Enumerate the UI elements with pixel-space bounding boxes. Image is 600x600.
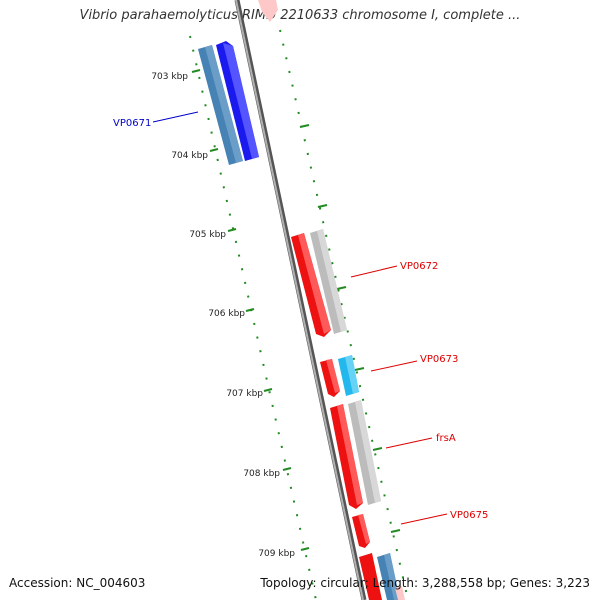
callout-line-frsa	[385, 437, 433, 449]
outer-major-tick	[317, 204, 328, 208]
major-tick	[245, 308, 255, 312]
callout-line-vp0672	[350, 265, 398, 278]
cds-frsa-shade	[337, 404, 363, 505]
ruler-label: 707 kbp	[226, 389, 263, 399]
ruler-label: 703 kbp	[151, 72, 188, 82]
backbone-highlight	[235, 0, 364, 600]
major-tick	[282, 467, 292, 471]
feature-bottom-pale	[395, 586, 405, 600]
feature-gray-vp0672-shade	[317, 229, 347, 332]
gene-label-vp0672[interactable]: VP0672	[400, 261, 438, 272]
major-tick	[191, 69, 201, 73]
ruler-label: 708 kbp	[243, 469, 280, 479]
feature-cyan-shade	[345, 355, 359, 394]
major-tick	[227, 228, 237, 232]
cds-vp0672-shade	[298, 233, 331, 334]
feature-steelblue-shade	[205, 45, 243, 163]
ruler-label: 706 kbp	[208, 309, 245, 319]
gene-label-vp0675[interactable]: VP0675	[450, 510, 488, 521]
major-tick	[263, 388, 273, 392]
cds-vp0671-shade	[223, 43, 259, 159]
ruler-label: 704 kbp	[171, 151, 208, 161]
feature-top-pale	[258, 0, 278, 22]
cds-vp0675-shade	[358, 514, 370, 544]
outer-major-tick	[336, 286, 347, 290]
ruler-label: 705 kbp	[189, 230, 226, 240]
outer-major-tick	[390, 529, 401, 533]
major-tick	[300, 547, 310, 551]
gene-label-vp0671[interactable]: VP0671	[113, 118, 151, 129]
cds-vp0673-shade	[326, 359, 340, 393]
accession-text: Accession: NC_004603	[9, 576, 146, 590]
ruler-label: 709 kbp	[258, 549, 295, 559]
outer-major-tick	[354, 367, 365, 371]
topology-text: Topology: circular; Length: 3,288,558 bp…	[260, 576, 590, 590]
feature-gray-frsa-shade	[355, 400, 381, 503]
gene-label-vp0673[interactable]: VP0673	[420, 354, 458, 365]
map-title: Vibrio parahaemolyticus RIMD 2210633 chr…	[79, 8, 521, 23]
outer-major-tick	[299, 124, 310, 128]
callout-line-vp0673	[370, 360, 418, 372]
callout-line-vp0671	[152, 111, 199, 123]
major-tick	[209, 148, 219, 152]
callout-line-vp0675	[400, 513, 448, 525]
gene-label-frsa[interactable]: frsA	[436, 433, 456, 444]
cds-bottom-red	[359, 553, 382, 600]
outer-major-tick	[372, 447, 383, 451]
